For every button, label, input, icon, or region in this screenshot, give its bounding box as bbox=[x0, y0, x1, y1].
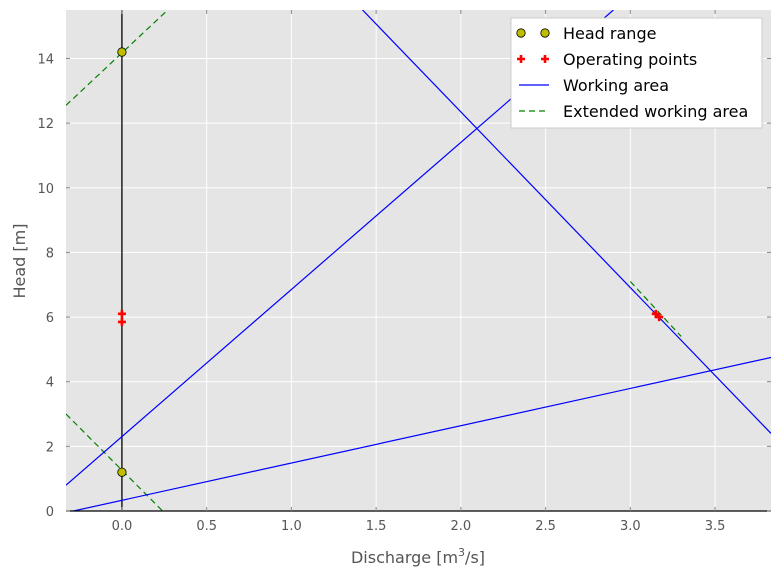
extended-working-area-line bbox=[629, 281, 682, 337]
x-tick-label: 0.0 bbox=[112, 519, 133, 534]
operating-point bbox=[117, 317, 126, 326]
x-tick-label: 1.5 bbox=[366, 519, 387, 534]
x-tick-label: 1.0 bbox=[281, 519, 302, 534]
y-tick-label: 8 bbox=[46, 246, 54, 261]
working-area-line bbox=[70, 356, 771, 511]
y-tick-label: 12 bbox=[37, 117, 54, 132]
operating-point bbox=[117, 309, 126, 318]
working-area-line bbox=[362, 10, 771, 434]
y-tick-label: 4 bbox=[46, 376, 54, 391]
ticks: 0.0 0.5 1.0 1.5 2.0 2.5 3.0 3.5 0 2 4 6 8 10 12 14 bbox=[37, 10, 771, 534]
legend-label: Operating points bbox=[563, 50, 697, 69]
legend-marker bbox=[540, 28, 550, 38]
legend-box bbox=[510, 17, 763, 129]
series-layer bbox=[66, 10, 771, 511]
head-range-point bbox=[117, 47, 127, 57]
legend-marker bbox=[516, 28, 526, 38]
y-tick-label: 10 bbox=[37, 182, 54, 197]
y-axis-label: Head [m] bbox=[10, 224, 29, 299]
axes bbox=[66, 510, 771, 512]
x-tick-label: 2.5 bbox=[535, 519, 556, 534]
legend: Head range Operating points Working area Ex… bbox=[510, 17, 763, 129]
x-tick-label: 3.5 bbox=[705, 519, 726, 534]
y-tick-label: 2 bbox=[46, 440, 54, 455]
y-tick-label: 0 bbox=[46, 505, 54, 520]
legend-marker bbox=[517, 55, 525, 63]
y-tick-label: 14 bbox=[37, 52, 54, 67]
legend-label: Extended working area bbox=[563, 102, 748, 121]
legend-marker bbox=[541, 55, 549, 63]
x-axis-label: Discharge [m3/s] bbox=[351, 546, 485, 567]
legend-label: Head range bbox=[563, 24, 656, 43]
x-tick-label: 0.5 bbox=[196, 519, 217, 534]
legend-label: Working area bbox=[563, 76, 669, 95]
x-tick-label: 3.0 bbox=[620, 519, 641, 534]
y-tick-label: 6 bbox=[46, 311, 54, 326]
x-tick-label: 2.0 bbox=[451, 519, 472, 534]
extended-working-area-line bbox=[66, 10, 169, 106]
head-range-point bbox=[117, 467, 127, 477]
operating-point bbox=[655, 313, 664, 322]
